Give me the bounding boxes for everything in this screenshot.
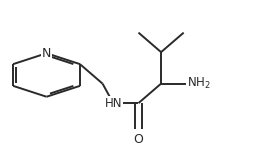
Text: N: N <box>42 47 51 60</box>
Text: HN: HN <box>105 97 122 110</box>
Text: O: O <box>134 133 143 146</box>
Text: NH$_2$: NH$_2$ <box>187 76 211 91</box>
